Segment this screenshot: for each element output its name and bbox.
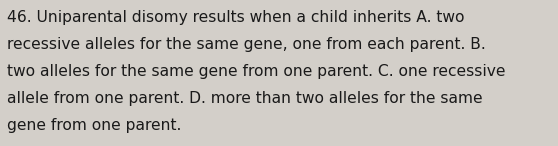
Text: 46. Uniparental disomy results when a child inherits A. two: 46. Uniparental disomy results when a ch… — [7, 10, 465, 25]
Text: gene from one parent.: gene from one parent. — [7, 118, 181, 133]
Text: allele from one parent. D. more than two alleles for the same: allele from one parent. D. more than two… — [7, 91, 483, 106]
Text: recessive alleles for the same gene, one from each parent. B.: recessive alleles for the same gene, one… — [7, 37, 486, 52]
Text: two alleles for the same gene from one parent. C. one recessive: two alleles for the same gene from one p… — [7, 64, 506, 79]
